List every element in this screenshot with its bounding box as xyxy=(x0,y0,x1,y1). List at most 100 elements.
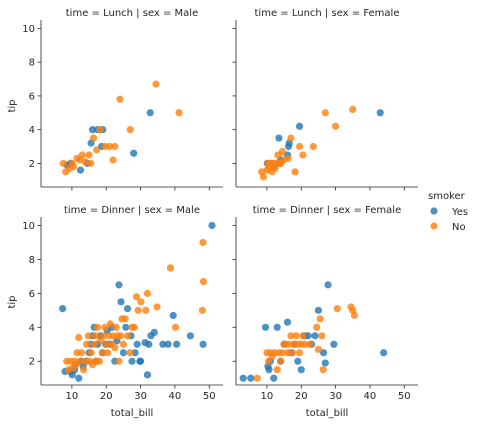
x-axis-label-left: total_bill xyxy=(111,408,154,419)
data-point-yes xyxy=(131,349,139,357)
data-point-no xyxy=(283,349,292,357)
data-point-no xyxy=(92,332,100,340)
data-point-yes xyxy=(275,134,283,142)
data-point-yes xyxy=(122,323,130,331)
y-tick-label: 4 xyxy=(29,323,35,334)
x-ticks-dinner-male: 10 20 30 40 50 xyxy=(66,385,216,402)
data-point-no xyxy=(309,142,317,151)
data-point-no xyxy=(84,332,92,340)
y-ticks-dinner-male: 2 4 6 8 10 xyxy=(22,221,41,368)
data-point-no xyxy=(96,126,104,134)
data-point-no xyxy=(166,264,175,272)
data-point-no xyxy=(78,151,86,159)
facet-lunch-male: time = Lunch | sex = Male 2 4 6 8 10 tip xyxy=(7,8,223,191)
x-tick-label: 40 xyxy=(169,391,182,402)
data-point-yes xyxy=(283,318,292,326)
data-point-no xyxy=(111,142,119,151)
data-point-no xyxy=(295,142,304,151)
data-point-no xyxy=(79,366,88,374)
x-tick-label: 10 xyxy=(261,391,274,402)
data-point-yes xyxy=(123,305,132,313)
y-tick-label: 10 xyxy=(22,24,35,35)
data-point-no xyxy=(106,320,114,328)
x-ticks-lunch-female xyxy=(266,187,405,191)
data-point-yes xyxy=(164,340,172,348)
y-axis-label-top: tip xyxy=(7,99,18,112)
legend-label-yes: Yes xyxy=(451,207,468,218)
y-axis-label-bottom: tip xyxy=(7,295,18,308)
facet-dinner-female: time = Dinner | sex = Female 10 20 30 40 50 … xyxy=(232,205,418,419)
data-point-no xyxy=(90,340,98,348)
data-point-no xyxy=(111,344,119,352)
legend: smoker Yes No xyxy=(428,191,468,233)
data-point-yes xyxy=(117,298,125,306)
data-point-yes xyxy=(150,328,158,336)
y-ticks-lunch-male: 2 4 6 8 10 xyxy=(22,24,41,170)
y-tick-label: 10 xyxy=(22,221,35,232)
data-point-no xyxy=(175,109,183,117)
data-point-no xyxy=(153,303,161,311)
data-point-no xyxy=(291,168,299,176)
data-point-yes xyxy=(380,349,388,357)
data-point-yes xyxy=(145,340,153,348)
data-point-no xyxy=(101,323,109,331)
data-point-no xyxy=(81,158,89,166)
data-point-no xyxy=(98,349,106,357)
data-point-yes xyxy=(199,340,207,348)
data-point-no xyxy=(289,349,297,357)
data-point-no xyxy=(116,95,124,103)
x-tick-label: 20 xyxy=(100,391,113,402)
data-point-no xyxy=(321,109,329,117)
y-tick-label: 6 xyxy=(29,289,35,300)
data-point-yes xyxy=(273,323,281,331)
data-point-no xyxy=(115,357,123,365)
data-point-yes xyxy=(119,349,128,357)
y-ticks-lunch-female xyxy=(232,28,236,164)
data-point-yes xyxy=(128,357,136,365)
y-tick-label: 2 xyxy=(29,357,35,368)
data-point-no xyxy=(253,374,261,382)
data-point-no xyxy=(132,293,141,301)
data-point-yes xyxy=(261,323,270,331)
data-point-yes xyxy=(130,149,138,157)
data-point-yes xyxy=(159,340,167,348)
points-dinner-male xyxy=(59,221,216,382)
data-point-no xyxy=(85,151,93,159)
data-point-no xyxy=(273,366,281,374)
y-tick-label: 8 xyxy=(29,58,35,69)
data-point-no xyxy=(130,323,139,331)
data-point-no xyxy=(102,340,110,348)
data-point-no xyxy=(112,323,120,331)
data-point-no xyxy=(295,349,304,357)
data-point-yes xyxy=(76,166,85,174)
data-point-yes xyxy=(133,340,141,348)
data-point-no xyxy=(75,333,83,342)
data-point-no xyxy=(59,159,67,167)
y-tick-label: 8 xyxy=(29,255,35,266)
data-point-yes xyxy=(143,371,152,379)
data-point-no xyxy=(70,163,78,171)
data-point-yes xyxy=(330,340,338,348)
points-dinner-female xyxy=(239,281,388,382)
data-point-yes xyxy=(75,374,83,382)
data-point-yes xyxy=(265,366,273,374)
data-point-yes xyxy=(208,221,216,230)
data-point-no xyxy=(104,349,112,357)
data-point-no xyxy=(265,357,273,365)
data-point-no xyxy=(277,357,285,365)
legend-title: smoker xyxy=(428,191,466,202)
data-point-yes xyxy=(304,332,312,340)
facet-title-lunch-male: time = Lunch | sex = Male xyxy=(66,8,199,19)
y-ticks-dinner-female xyxy=(232,225,236,362)
data-point-no xyxy=(301,340,309,348)
data-point-no xyxy=(287,332,295,340)
data-point-yes xyxy=(321,359,329,367)
data-point-yes xyxy=(136,357,145,365)
data-point-no xyxy=(292,332,300,340)
data-point-yes xyxy=(146,109,154,117)
data-point-no xyxy=(121,315,129,323)
facet-title-lunch-female: time = Lunch | sex = Female xyxy=(255,8,400,19)
data-point-no xyxy=(259,173,268,181)
data-point-no xyxy=(83,340,91,348)
x-tick-label: 30 xyxy=(329,391,342,402)
